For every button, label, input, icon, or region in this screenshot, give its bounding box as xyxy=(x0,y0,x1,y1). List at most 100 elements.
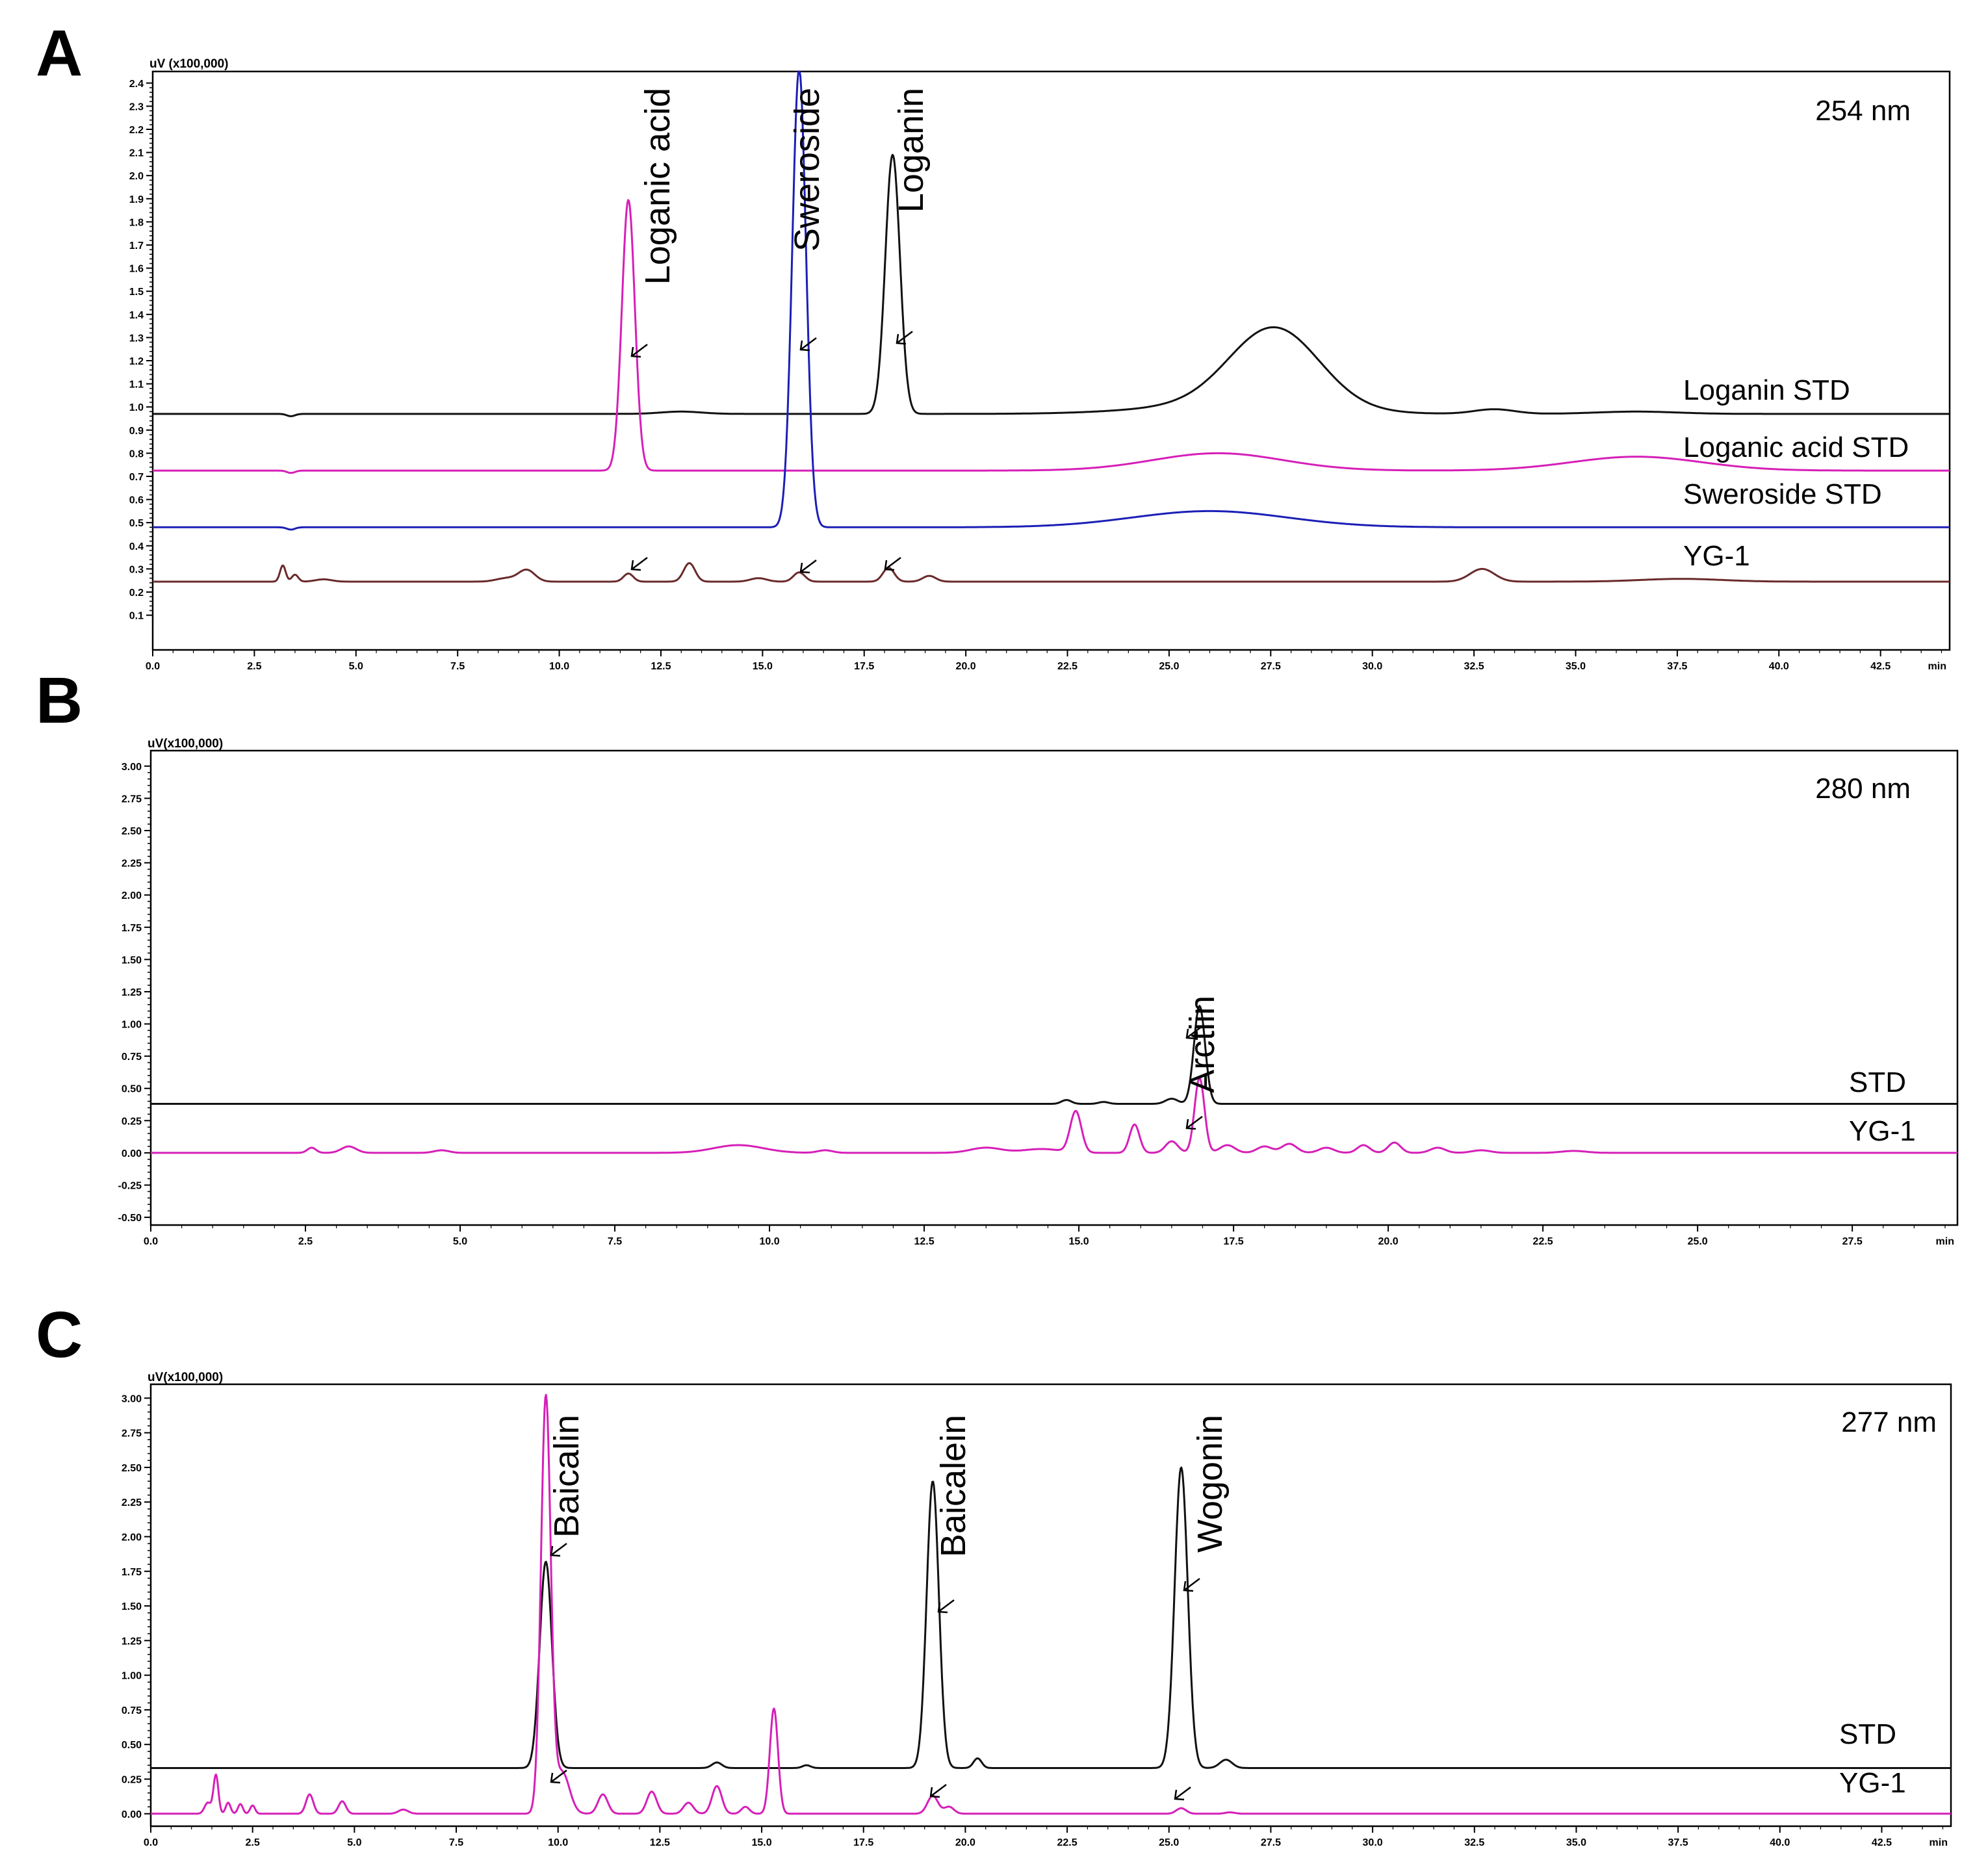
y-tick-label: 0.9 xyxy=(129,426,144,437)
x-axis-label-c: min xyxy=(1930,1837,1948,1848)
peak-arrow-icon xyxy=(929,1784,947,1798)
x-tick-label: 15.0 xyxy=(1069,1236,1089,1247)
peak-arrow-icon xyxy=(799,337,817,352)
trace-a-loganic-acid-std xyxy=(152,199,1950,474)
y-tick-label: 1.0 xyxy=(129,402,144,413)
y-tick-label: 2.25 xyxy=(122,859,142,870)
x-tick-label: 10.0 xyxy=(549,661,569,672)
x-tick-label: 32.5 xyxy=(1464,1837,1484,1848)
peak-arrow-icon xyxy=(630,557,648,571)
y-tick-label: 1.00 xyxy=(122,1020,142,1031)
y-tick-label: 0.00 xyxy=(122,1809,142,1820)
y-tick-label: 0.50 xyxy=(122,1740,142,1751)
x-tick-label: 40.0 xyxy=(1770,1837,1790,1848)
x-tick-label: 20.0 xyxy=(955,1837,975,1848)
x-tick-label: 0.0 xyxy=(144,1236,158,1247)
x-tick-label: 37.5 xyxy=(1668,1837,1688,1848)
y-tick-label: 0.4 xyxy=(129,541,144,552)
y-tick-label: 2.25 xyxy=(122,1497,142,1508)
panel-a: A uV (x100,000) 0.1 0.2 0.3 0.4 0.5 0.6 0.7 0.8 0… xyxy=(36,17,1951,672)
peak-label-baicalin: Baicalin xyxy=(547,1415,586,1538)
y-tick-label: 1.7 xyxy=(129,240,144,252)
peak-label-loganin: Loganin xyxy=(892,88,931,213)
x-tick-label: 32.5 xyxy=(1464,661,1484,672)
peak-arrow-icon xyxy=(1183,1578,1200,1592)
y-unit-label-b: uV(x100,000) xyxy=(148,737,223,751)
x-tick-label: 7.5 xyxy=(450,661,465,672)
peak-label-baicalein: Baicalein xyxy=(934,1415,973,1557)
x-axis-label-b: min xyxy=(1936,1236,1954,1247)
wavelength-label-b: 280 nm xyxy=(1815,773,1911,805)
x-tick-label: 25.0 xyxy=(1688,1236,1708,1247)
y-tick-label: 1.25 xyxy=(122,1636,142,1647)
peak-label-arctiin: Arctiin xyxy=(1183,996,1222,1093)
peak-arrow-icon xyxy=(1185,1026,1203,1040)
x-axis-label-a: min xyxy=(1928,661,1946,672)
y-tick-label: 1.4 xyxy=(129,310,144,321)
x-tick-label: 42.5 xyxy=(1870,661,1891,672)
panel-letter-a: A xyxy=(36,17,83,90)
y-tick-label: 2.75 xyxy=(122,794,142,805)
trace-label: Loganin STD xyxy=(1683,374,1850,406)
x-tick-label: 7.5 xyxy=(449,1837,463,1848)
y-tick-label: 2.4 xyxy=(129,79,144,90)
y-unit-label-a: uV (x100,000) xyxy=(149,57,228,71)
trace-label: YG-1 xyxy=(1849,1115,1916,1147)
y-tick-label: 1.50 xyxy=(122,1601,142,1612)
trace-a-sweroside-std xyxy=(152,70,1950,531)
panel-letter-c: C xyxy=(36,1298,83,1371)
peak-arrow-icon xyxy=(550,1543,567,1557)
x-tick-label: 27.5 xyxy=(1842,1236,1863,1247)
y-tick-label: 2.1 xyxy=(129,148,144,159)
x-tick-label: 42.5 xyxy=(1872,1837,1892,1848)
x-tick-label: 20.0 xyxy=(956,661,976,672)
x-tick-label: 27.5 xyxy=(1261,661,1281,672)
x-tick-label: 17.5 xyxy=(1224,1236,1244,1247)
peak-arrow-icon xyxy=(896,331,913,345)
peak-label-sweroside: Sweroside xyxy=(788,88,827,252)
trace-label: YG-1 xyxy=(1683,540,1750,572)
y-tick-label: 1.75 xyxy=(122,923,142,934)
peak-arrow-icon xyxy=(1185,1116,1203,1130)
peak-arrow-icon xyxy=(1174,1787,1191,1801)
x-tick-label: 17.5 xyxy=(853,1837,873,1848)
y-tick-label: 3.00 xyxy=(122,762,142,773)
y-tick-label: 1.50 xyxy=(122,955,142,966)
x-tick-label: 30.0 xyxy=(1362,661,1382,672)
y-tick-label: 2.50 xyxy=(122,1463,142,1474)
peak-arrow-icon xyxy=(799,560,817,574)
y-tick-label: 2.0 xyxy=(129,171,144,182)
x-tick-label: 5.0 xyxy=(453,1236,467,1247)
x-tick-label: 35.0 xyxy=(1566,661,1586,672)
x-tick-label: 2.5 xyxy=(247,661,261,672)
y-tick-label: 0.75 xyxy=(122,1052,142,1063)
x-tick-label: 20.0 xyxy=(1378,1236,1399,1247)
wavelength-label-a: 254 nm xyxy=(1815,95,1911,127)
y-unit-label-c: uV(x100,000) xyxy=(148,1371,223,1384)
peak-arrow-icon xyxy=(550,1770,567,1784)
x-tick-label: 27.5 xyxy=(1261,1837,1281,1848)
x-tick-label: 22.5 xyxy=(1057,661,1078,672)
x-tick-label: 15.0 xyxy=(751,1837,771,1848)
x-tick-label: 12.5 xyxy=(651,661,671,672)
x-tick-label: 25.0 xyxy=(1159,661,1179,672)
trace-label: Sweroside STD xyxy=(1683,478,1882,510)
y-tick-label: 0.2 xyxy=(129,588,144,599)
panel-c: C uV(x100,000) 0.00 0.25 0.50 0.75 1.00 1.25 1.… xyxy=(36,1298,1952,1848)
trace-label: STD xyxy=(1849,1066,1906,1098)
peak-arrow-icon xyxy=(884,557,901,571)
x-tick-label: 10.0 xyxy=(548,1837,568,1848)
y-tick-label: 1.8 xyxy=(129,217,144,228)
y-tick-label: 1.2 xyxy=(129,356,144,367)
y-tick-label: 0.5 xyxy=(129,518,144,529)
panel-b: B uV(x100,000) -0.50 -0.25 0.00 0.25 0.50 0.75… xyxy=(36,664,1959,1247)
trace-b-yg-1 xyxy=(150,1077,1958,1154)
x-tick-label: 37.5 xyxy=(1667,661,1687,672)
y-tick-label: 1.9 xyxy=(129,194,144,205)
y-tick-label: 0.25 xyxy=(122,1775,142,1786)
y-tick-label: 2.00 xyxy=(122,890,142,901)
x-tick-label: 12.5 xyxy=(650,1837,670,1848)
x-tick-label: 40.0 xyxy=(1769,661,1789,672)
x-tick-label: 2.5 xyxy=(298,1236,313,1247)
